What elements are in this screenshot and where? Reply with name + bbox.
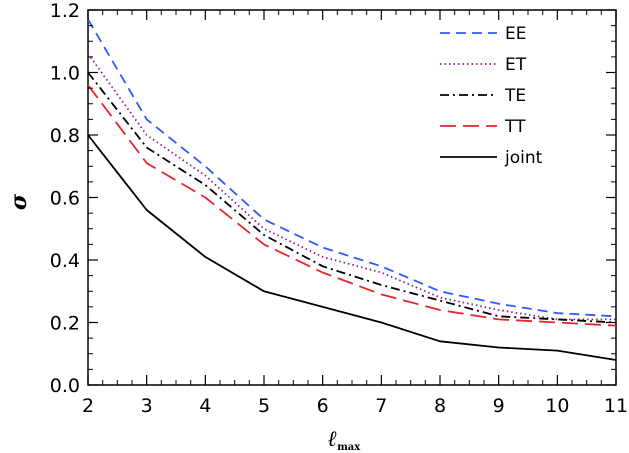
y-tick-label: 0.4 <box>50 250 80 272</box>
x-tick-label: 2 <box>82 395 94 417</box>
series-line-joint <box>87 134 617 361</box>
x-axis-label-main: ℓ <box>328 426 337 452</box>
series-line-te <box>87 71 617 324</box>
series-line-tt <box>87 84 617 327</box>
x-axis-label: ℓmax <box>328 426 361 453</box>
x-tick-label: 9 <box>493 395 505 417</box>
x-tick-label: 5 <box>258 395 270 417</box>
legend-label-te: TE <box>504 86 526 106</box>
y-tick-label: 0.2 <box>50 313 80 335</box>
x-tick-label: 4 <box>199 395 211 417</box>
legend-label-ee: EE <box>505 24 526 44</box>
legend-label-joint: joint <box>504 148 543 168</box>
y-axis: 0.0 0.2 0.4 0.6 0.8 1.0 1.2 <box>50 0 616 397</box>
plot-frame <box>87 9 617 386</box>
series-line-ee <box>87 18 617 318</box>
x-tick-label: 3 <box>141 395 153 417</box>
x-tick-label: 10 <box>545 395 569 417</box>
y-tick-label: 0.0 <box>50 375 80 397</box>
x-tick-label: 8 <box>434 395 446 417</box>
x-axis: 2 3 4 5 6 7 8 9 10 11 <box>82 10 628 417</box>
y-axis-label: σ <box>6 193 32 210</box>
x-axis-label-subscript: max <box>337 442 361 453</box>
y-tick-label: 0.6 <box>50 188 80 210</box>
y-tick-label: 1.2 <box>50 0 80 22</box>
series-group <box>87 18 617 361</box>
y-tick-label: 1.0 <box>50 63 80 85</box>
x-tick-label: 11 <box>604 395 628 417</box>
legend-label-et: ET <box>505 55 527 75</box>
x-tick-label: 6 <box>317 395 329 417</box>
plot-frame-group <box>87 9 617 386</box>
legend: EE ET TE TT joint <box>440 24 543 168</box>
legend-label-tt: TT <box>504 117 526 137</box>
series-line-et <box>87 53 616 321</box>
y-tick-label: 0.8 <box>50 125 80 147</box>
x-tick-label: 7 <box>375 395 387 417</box>
